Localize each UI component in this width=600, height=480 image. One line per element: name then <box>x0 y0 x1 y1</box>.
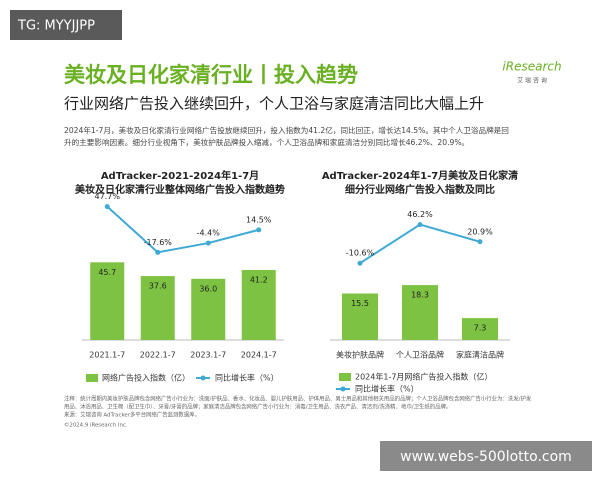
data-label: 20.9% <box>467 227 493 236</box>
subtitle: 行业网络广告投入继续回升，个人卫浴与家庭清洁同比大幅上升 <box>64 95 484 113</box>
x-tick-label: 2021.1-7 <box>89 351 125 360</box>
legend-swatch <box>339 373 351 381</box>
x-tick-label: 个人卫浴品牌 <box>396 350 444 360</box>
line-marker <box>155 249 161 255</box>
body-text: 2024年1-7月，美妆及日化家清行业网络广告投放继续回升，投入指数为41.2亿… <box>64 125 509 135</box>
legend-label: 网络广告投入指数（亿） <box>102 373 190 383</box>
data-label: 37.6 <box>149 282 167 291</box>
data-label: -17.6% <box>144 238 173 247</box>
data-label: 7.3 <box>474 324 487 333</box>
logo: iResearch <box>502 60 561 74</box>
chart-title: AdTracker-2024年1-7月美妆及日化家清 <box>322 169 518 182</box>
data-label: 36.0 <box>199 284 217 293</box>
data-label: 47.7% <box>95 192 121 201</box>
bar <box>241 269 276 340</box>
line-marker <box>417 222 423 228</box>
legend-label: 2024年1-7月网络广告投入指数（亿） <box>355 372 492 382</box>
bar <box>90 262 125 340</box>
data-label: -10.6% <box>346 249 375 258</box>
note: 注释：统计周期内美妆护肤品牌包含网络广告小行业为：洗面/护肤品、香水、化妆品、婴… <box>64 395 532 403</box>
x-tick-label: 美妆护肤品牌 <box>336 350 384 360</box>
watermark: www.webs-500lotto.com <box>400 449 572 465</box>
legend-swatch <box>340 386 346 392</box>
x-tick-label: 2024.1-7 <box>241 351 277 360</box>
watermark-box <box>10 10 122 40</box>
line-marker <box>477 239 483 245</box>
bar <box>140 276 175 340</box>
bar <box>342 293 378 340</box>
line-marker <box>205 240 211 246</box>
body-text: 升的主要影响因素。细分行业视角下，美妆护肤品牌投入缩减，个人卫浴品牌和家庭清洁分… <box>64 137 469 147</box>
line-marker <box>104 204 110 210</box>
bar <box>191 278 226 340</box>
chart-title: 细分行业网络广告投入指数及同比 <box>345 183 495 196</box>
data-label: 14.5% <box>246 215 272 224</box>
x-tick-label: 家庭清洁品牌 <box>456 350 504 360</box>
legend-label: 同比增长率（%） <box>355 384 419 394</box>
chart-title: AdTracker-2021-2024年1-7月 <box>101 169 259 182</box>
watermark: TG: MYYJJPP <box>17 19 95 34</box>
legend-swatch <box>86 374 98 382</box>
line-marker <box>256 227 262 233</box>
note: 来源：艾瑞咨询 AdTracker多平台网络广告监测数据库。 <box>64 411 200 419</box>
line <box>106 205 260 254</box>
bar <box>402 285 438 340</box>
data-label: -4.4% <box>197 229 221 238</box>
title: 美妆及日化家清行业丨投入趋势 <box>64 63 358 87</box>
data-label: 41.2 <box>250 275 268 284</box>
legend-label: 同比增长率（%） <box>215 373 279 383</box>
data-label: 45.7 <box>98 268 116 277</box>
x-tick-label: 2022.1-7 <box>140 351 176 360</box>
logo-sub: 艾 瑞 咨 询 <box>517 77 547 85</box>
line-marker <box>357 260 363 266</box>
chart-title: 美妆及日化家清行业整体网络广告投入指数趋势 <box>75 183 285 196</box>
legend-swatch <box>200 375 206 381</box>
x-tick-label: 2023.1-7 <box>190 351 226 360</box>
data-label: 15.5 <box>351 299 369 308</box>
copyright: ©2024.9 iResearch Inc. <box>64 422 128 429</box>
data-label: 18.3 <box>411 291 429 300</box>
note: 用品、沐浴用品、卫生棉（配卫生巾）、牙膏/牙膏的品牌；家庭清洁品牌包含网络广告小… <box>64 403 451 411</box>
bar <box>462 318 498 340</box>
data-label: 46.2% <box>407 210 433 219</box>
watermark-box <box>380 441 592 471</box>
